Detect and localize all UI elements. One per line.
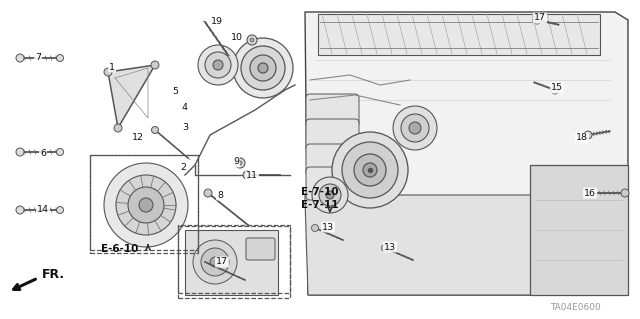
Text: TA04E0600: TA04E0600 xyxy=(550,303,600,313)
Text: 4: 4 xyxy=(182,103,188,113)
Text: 17: 17 xyxy=(216,257,228,266)
Circle shape xyxy=(393,106,437,150)
Text: 11: 11 xyxy=(246,172,258,181)
Text: 13: 13 xyxy=(384,242,396,251)
Circle shape xyxy=(551,86,559,94)
Circle shape xyxy=(56,206,63,213)
Circle shape xyxy=(104,68,112,76)
Text: 6: 6 xyxy=(40,149,46,158)
Bar xyxy=(178,226,290,298)
Circle shape xyxy=(258,63,268,73)
FancyBboxPatch shape xyxy=(246,238,275,260)
Circle shape xyxy=(250,55,276,81)
Text: 12: 12 xyxy=(132,132,144,142)
Polygon shape xyxy=(185,230,278,295)
Circle shape xyxy=(56,55,63,62)
FancyBboxPatch shape xyxy=(306,94,359,127)
Polygon shape xyxy=(305,12,628,295)
Circle shape xyxy=(584,131,592,139)
Circle shape xyxy=(326,191,334,199)
Polygon shape xyxy=(318,14,600,55)
Text: E-7-11: E-7-11 xyxy=(301,200,339,210)
Bar xyxy=(90,155,198,253)
Circle shape xyxy=(213,60,223,70)
Text: FR.: FR. xyxy=(42,269,65,281)
Circle shape xyxy=(193,240,237,284)
FancyBboxPatch shape xyxy=(306,119,359,152)
Circle shape xyxy=(381,244,388,251)
Circle shape xyxy=(128,187,164,223)
Circle shape xyxy=(250,38,254,42)
Polygon shape xyxy=(530,165,628,295)
FancyBboxPatch shape xyxy=(306,144,359,177)
Circle shape xyxy=(243,171,251,179)
Text: 8: 8 xyxy=(217,190,223,199)
Text: E-6-10: E-6-10 xyxy=(101,244,139,254)
Text: E-7-10: E-7-10 xyxy=(301,187,339,197)
Circle shape xyxy=(409,122,421,134)
Circle shape xyxy=(152,127,159,133)
FancyBboxPatch shape xyxy=(306,167,359,200)
Circle shape xyxy=(621,189,629,197)
Circle shape xyxy=(198,45,238,85)
Text: 3: 3 xyxy=(182,123,188,132)
Circle shape xyxy=(312,177,348,213)
Circle shape xyxy=(332,132,408,208)
Text: 18: 18 xyxy=(576,133,588,143)
Text: 17: 17 xyxy=(534,13,546,23)
Bar xyxy=(90,155,198,250)
Circle shape xyxy=(319,184,341,206)
Text: 5: 5 xyxy=(172,87,178,97)
Text: 19: 19 xyxy=(211,18,223,26)
Text: 1: 1 xyxy=(109,63,115,71)
Circle shape xyxy=(238,161,242,165)
Text: 14: 14 xyxy=(37,205,49,214)
Circle shape xyxy=(114,124,122,132)
Circle shape xyxy=(233,38,293,98)
Text: 16: 16 xyxy=(584,189,596,197)
Circle shape xyxy=(533,16,541,24)
Bar xyxy=(178,225,290,293)
Circle shape xyxy=(247,35,257,45)
Circle shape xyxy=(104,163,188,247)
Circle shape xyxy=(312,225,319,232)
Polygon shape xyxy=(108,65,155,128)
Circle shape xyxy=(16,54,24,62)
Circle shape xyxy=(241,46,285,90)
Circle shape xyxy=(204,189,212,197)
Circle shape xyxy=(210,257,220,267)
Circle shape xyxy=(116,175,176,235)
Circle shape xyxy=(151,61,159,69)
Circle shape xyxy=(56,149,63,155)
Circle shape xyxy=(139,198,153,212)
Circle shape xyxy=(401,114,429,142)
Text: 7: 7 xyxy=(35,53,41,62)
Circle shape xyxy=(354,154,386,186)
Text: 10: 10 xyxy=(231,33,243,41)
Circle shape xyxy=(363,163,377,177)
Text: 15: 15 xyxy=(551,84,563,93)
Text: 2: 2 xyxy=(180,162,186,172)
Circle shape xyxy=(205,52,231,78)
Text: 13: 13 xyxy=(322,222,334,232)
Circle shape xyxy=(235,158,245,168)
Circle shape xyxy=(342,142,398,198)
Circle shape xyxy=(201,248,229,276)
Circle shape xyxy=(16,206,24,214)
Circle shape xyxy=(16,148,24,156)
Polygon shape xyxy=(305,195,618,295)
Text: 9: 9 xyxy=(233,158,239,167)
